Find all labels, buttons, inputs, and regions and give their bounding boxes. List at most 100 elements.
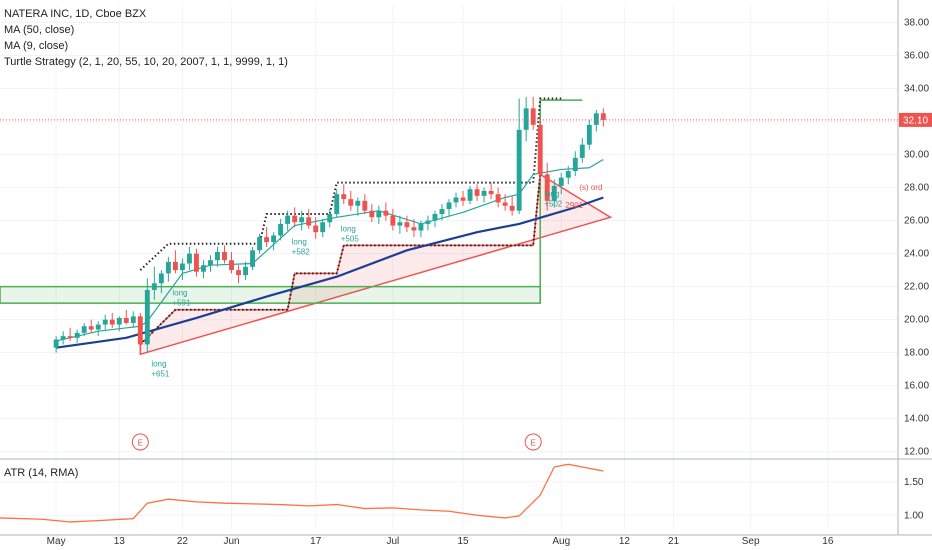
candle xyxy=(186,247,192,271)
candle-body xyxy=(186,253,192,264)
candle xyxy=(95,321,101,337)
candle-body xyxy=(460,197,466,201)
candle-body xyxy=(362,200,368,211)
candle-body xyxy=(341,194,347,200)
candle xyxy=(320,218,326,238)
candle-body xyxy=(432,213,438,221)
legend-ma9[interactable]: MA (9, close) xyxy=(4,40,69,52)
candle-body xyxy=(285,215,291,224)
candle xyxy=(116,316,122,332)
trade-label: long xyxy=(292,238,307,247)
candle xyxy=(593,109,599,132)
trade-label: long xyxy=(172,289,187,298)
candle-body xyxy=(165,261,171,274)
candle xyxy=(369,204,375,223)
candle-body xyxy=(116,317,122,325)
candle-body xyxy=(537,124,543,175)
candle xyxy=(516,98,522,214)
candle-body xyxy=(200,265,206,272)
candle-body xyxy=(446,202,452,210)
candle-body xyxy=(355,200,361,206)
y-tick-label: 36.00 xyxy=(904,51,929,62)
candle-body xyxy=(600,113,606,120)
candle-body xyxy=(572,157,578,172)
candle-body xyxy=(193,253,199,272)
candle xyxy=(404,215,410,233)
trade-label: 2901 xyxy=(565,201,583,210)
candle-body xyxy=(144,289,150,345)
candle-body xyxy=(418,223,424,231)
candle xyxy=(460,190,466,206)
candle-body xyxy=(425,220,431,224)
candle-body xyxy=(488,190,494,195)
candle xyxy=(278,218,284,241)
candle-body xyxy=(67,336,73,338)
candle-body xyxy=(509,205,515,211)
candle xyxy=(243,261,249,281)
candle xyxy=(376,205,382,224)
y-tick-label: 30.00 xyxy=(904,150,929,161)
trade-result: +651 xyxy=(151,370,170,379)
candle-body xyxy=(558,177,564,186)
candle xyxy=(137,313,143,350)
candle-body xyxy=(467,189,473,201)
candle-body xyxy=(137,316,143,345)
candle xyxy=(250,247,256,271)
candle-body xyxy=(411,227,417,231)
candle xyxy=(544,162,550,211)
candle-body xyxy=(264,237,270,243)
candle-body xyxy=(453,197,459,203)
atr-legend[interactable]: ATR (14, RMA) xyxy=(4,467,79,479)
trade-result: +505 xyxy=(341,234,360,243)
legend-ma50[interactable]: MA (50, close) xyxy=(4,24,75,36)
atr-pane: 1.00 1.50 xyxy=(0,463,924,523)
candle xyxy=(200,260,206,279)
candle-body xyxy=(236,270,241,276)
donchian-channels xyxy=(139,97,562,346)
candle xyxy=(551,179,557,208)
candle xyxy=(355,197,361,216)
earnings-marker xyxy=(131,433,149,451)
candle-body xyxy=(81,326,87,333)
candle-body xyxy=(474,189,480,196)
atr-tick-label: 1.50 xyxy=(904,477,924,488)
candle xyxy=(172,250,178,274)
candle xyxy=(572,151,578,177)
candle xyxy=(509,195,515,216)
candle xyxy=(432,210,438,228)
candle xyxy=(334,189,340,218)
candle xyxy=(179,258,185,281)
candle xyxy=(488,182,494,200)
candle-body xyxy=(158,273,164,284)
y-tick-label: 28.00 xyxy=(904,183,929,194)
x-tick-label: 13 xyxy=(114,536,126,547)
candle xyxy=(383,202,389,221)
candle-body xyxy=(383,210,389,216)
last-price-label: 32.10 xyxy=(903,115,928,126)
legend-turtle[interactable]: Turtle Strategy (2, 1, 20, 55, 10, 20, 2… xyxy=(4,56,288,68)
candle-body xyxy=(579,144,585,158)
candle-body xyxy=(551,185,557,201)
atr-tick-label: 1.00 xyxy=(904,510,924,521)
trade-result: +502 xyxy=(544,200,563,209)
candle xyxy=(411,218,417,238)
earnings-label: E xyxy=(138,439,143,448)
trade-label: long xyxy=(341,224,356,233)
candle-body xyxy=(74,332,80,338)
trade-label: (s) ord xyxy=(579,183,602,192)
candle-body xyxy=(593,113,599,125)
legend-symbol[interactable]: NATERA INC, 1D, Cboe BZX xyxy=(4,8,147,20)
candle xyxy=(446,199,452,216)
candle-body xyxy=(102,319,108,325)
candle-body xyxy=(215,251,220,261)
candle xyxy=(81,322,87,337)
y-tick-label: 14.00 xyxy=(904,414,929,425)
candle-body xyxy=(397,222,403,226)
candle-body xyxy=(348,199,354,206)
x-tick-label: Jul xyxy=(386,536,399,547)
candle xyxy=(67,327,73,342)
candle-body xyxy=(179,263,185,271)
candle-body xyxy=(586,124,592,145)
